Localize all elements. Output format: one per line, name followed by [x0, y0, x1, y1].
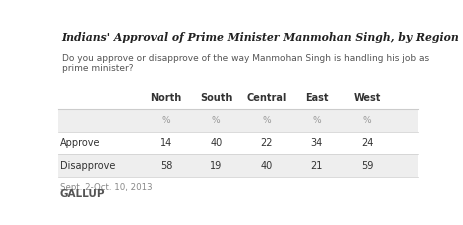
Text: Approve: Approve [60, 138, 100, 148]
Text: Indians' Approval of Prime Minister Manmohan Singh, by Region: Indians' Approval of Prime Minister Manm… [62, 32, 458, 43]
Bar [58, 109, 417, 132]
Bar [58, 132, 417, 154]
Text: GALLUP: GALLUP [60, 189, 105, 198]
Text: South: South [200, 93, 232, 103]
Text: 40: 40 [210, 138, 222, 148]
Text: %: % [212, 116, 220, 125]
Text: 22: 22 [260, 138, 272, 148]
Text: %: % [161, 116, 170, 125]
Text: Disapprove: Disapprove [60, 161, 115, 171]
Text: 40: 40 [260, 161, 272, 171]
Text: West: West [353, 93, 380, 103]
Text: %: % [262, 116, 270, 125]
Text: %: % [362, 116, 371, 125]
Text: 34: 34 [310, 138, 322, 148]
Text: 24: 24 [360, 138, 373, 148]
Text: North: North [150, 93, 181, 103]
Text: 14: 14 [159, 138, 172, 148]
Text: Do you approve or disapprove of the way Manmohan Singh is handling his job as
pr: Do you approve or disapprove of the way … [62, 54, 428, 73]
Text: 19: 19 [210, 161, 222, 171]
Text: 59: 59 [360, 161, 373, 171]
Text: Sept. 2-Oct. 10, 2013: Sept. 2-Oct. 10, 2013 [60, 183, 152, 192]
Text: 58: 58 [159, 161, 172, 171]
Bar [58, 154, 417, 177]
Text: East: East [305, 93, 328, 103]
Text: Central: Central [246, 93, 286, 103]
Text: %: % [312, 116, 320, 125]
Text: 21: 21 [310, 161, 322, 171]
